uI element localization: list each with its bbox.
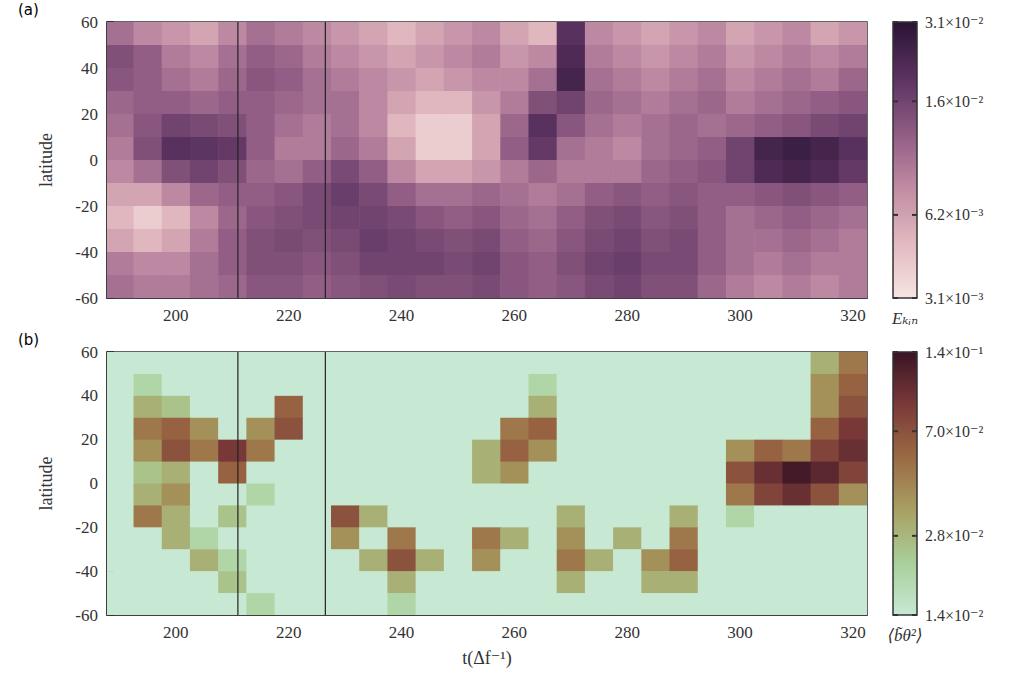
svg-text:3.1×10⁻²: 3.1×10⁻² (925, 14, 983, 31)
svg-text:260: 260 (502, 306, 528, 325)
svg-text:6.2×10⁻³: 6.2×10⁻³ (925, 206, 983, 223)
svg-text:latitude: latitude (36, 456, 56, 510)
svg-text:1.4×10⁻¹: 1.4×10⁻¹ (925, 344, 983, 361)
svg-text:240: 240 (389, 306, 415, 325)
svg-text:320: 320 (840, 623, 866, 642)
svg-text:20: 20 (81, 105, 98, 124)
svg-text:Eₖᵢₙ: Eₖᵢₙ (891, 309, 918, 328)
svg-text:300: 300 (727, 306, 753, 325)
svg-text:320: 320 (840, 306, 866, 325)
svg-text:(b): (b) (18, 331, 39, 349)
svg-text:t(Δf⁻¹): t(Δf⁻¹) (462, 648, 511, 669)
svg-text:-40: -40 (75, 243, 98, 262)
svg-text:220: 220 (276, 623, 302, 642)
svg-text:1.4×10⁻²: 1.4×10⁻² (925, 607, 983, 624)
svg-text:-40: -40 (75, 562, 98, 581)
svg-text:60: 60 (81, 13, 98, 32)
svg-text:-60: -60 (75, 289, 98, 308)
svg-text:40: 40 (81, 59, 98, 78)
svg-text:(a): (a) (18, 1, 39, 19)
svg-text:1.6×10⁻²: 1.6×10⁻² (925, 93, 983, 110)
svg-text:280: 280 (614, 623, 640, 642)
svg-text:240: 240 (389, 623, 415, 642)
svg-text:⟨b̃θ²⟩: ⟨b̃θ²⟩ (887, 626, 922, 645)
svg-text:-60: -60 (75, 606, 98, 625)
svg-text:60: 60 (81, 343, 98, 362)
svg-text:20: 20 (81, 430, 98, 449)
svg-text:-20: -20 (75, 518, 98, 537)
svg-text:200: 200 (163, 623, 189, 642)
svg-text:2.8×10⁻²: 2.8×10⁻² (925, 527, 983, 544)
svg-text:280: 280 (614, 306, 640, 325)
svg-text:0: 0 (90, 474, 99, 493)
svg-text:200: 200 (163, 306, 189, 325)
svg-text:40: 40 (81, 386, 98, 405)
svg-text:260: 260 (502, 623, 528, 642)
svg-text:-20: -20 (75, 197, 98, 216)
svg-text:300: 300 (727, 623, 753, 642)
svg-text:latitude: latitude (36, 133, 56, 187)
svg-text:3.1×10⁻³: 3.1×10⁻³ (925, 290, 983, 307)
svg-text:220: 220 (276, 306, 302, 325)
svg-text:7.0×10⁻²: 7.0×10⁻² (925, 423, 983, 440)
svg-text:0: 0 (90, 151, 99, 170)
